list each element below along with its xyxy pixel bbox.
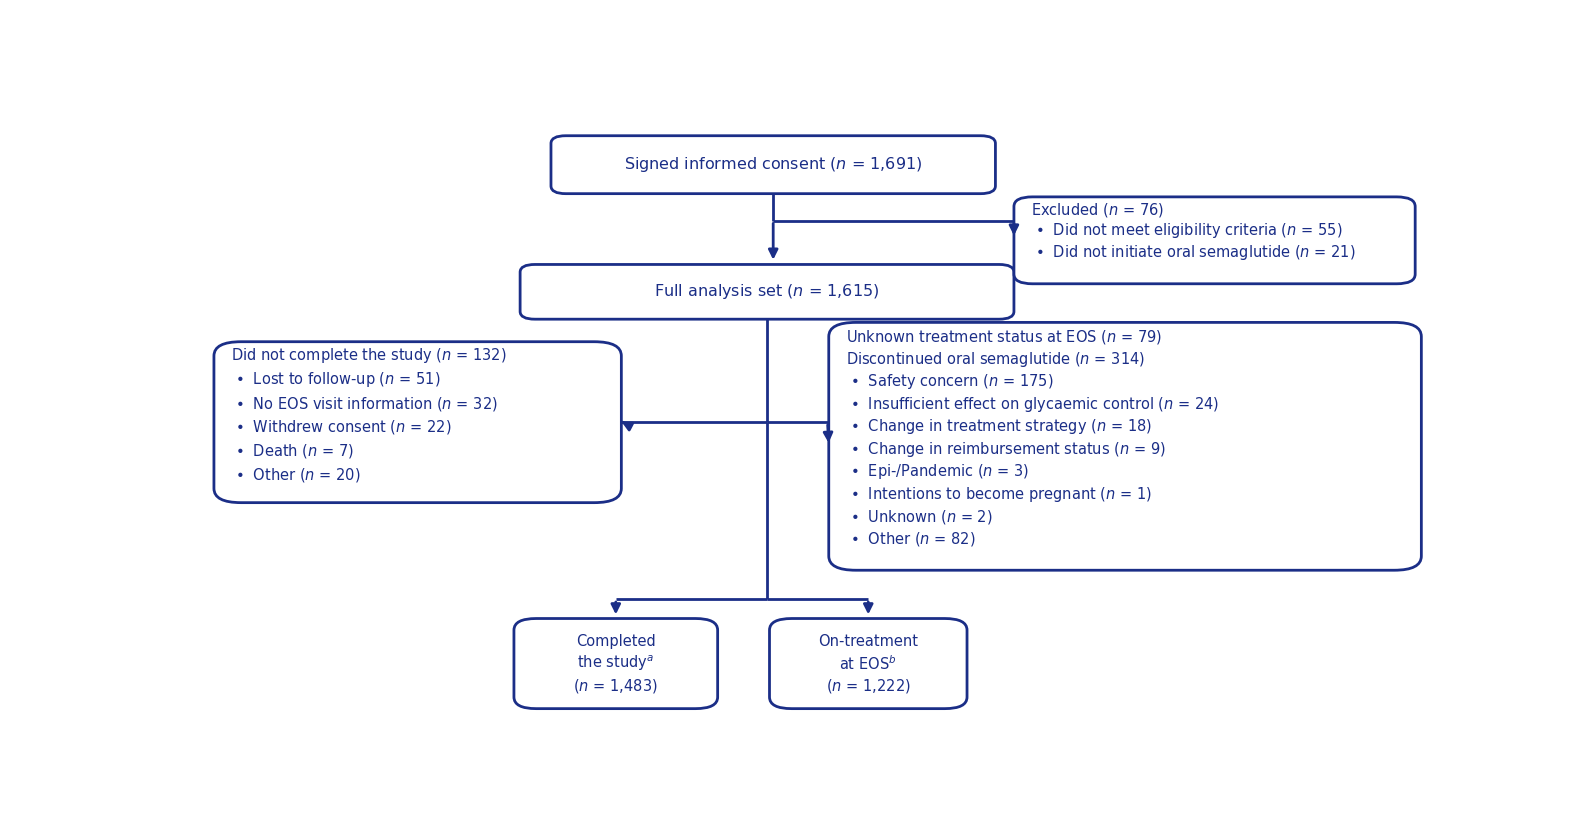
Text: ($n$ = 1,483): ($n$ = 1,483) — [573, 677, 658, 695]
Text: Did not complete the study ($n$ = 132): Did not complete the study ($n$ = 132) — [231, 346, 507, 365]
Text: On-treatment: On-treatment — [819, 634, 918, 649]
Text: •  Change in treatment strategy ($n$ = 18): • Change in treatment strategy ($n$ = 18… — [849, 417, 1152, 436]
Text: •  Insufficient effect on glycaemic control ($n$ = 24): • Insufficient effect on glycaemic contr… — [849, 395, 1219, 414]
FancyBboxPatch shape — [213, 342, 621, 502]
Text: the study$^a$: the study$^a$ — [577, 654, 655, 673]
Text: •  Death ($n$ = 7): • Death ($n$ = 7) — [234, 442, 354, 460]
Text: •  Did not meet eligibility criteria ($n$ = 55): • Did not meet eligibility criteria ($n$… — [1035, 222, 1343, 241]
Text: •  Epi-/Pandemic ($n$ = 3): • Epi-/Pandemic ($n$ = 3) — [849, 462, 1029, 482]
Text: ($n$ = 1,222): ($n$ = 1,222) — [825, 677, 911, 695]
Text: •  Lost to follow-up ($n$ = 51): • Lost to follow-up ($n$ = 51) — [234, 370, 440, 390]
FancyBboxPatch shape — [515, 619, 718, 709]
FancyBboxPatch shape — [551, 135, 996, 194]
Text: Unknown treatment status at EOS ($n$ = 79): Unknown treatment status at EOS ($n$ = 7… — [846, 328, 1161, 345]
Text: •  Intentions to become pregnant ($n$ = 1): • Intentions to become pregnant ($n$ = 1… — [849, 485, 1152, 504]
Text: •  Did not initiate oral semaglutide ($n$ = 21): • Did not initiate oral semaglutide ($n$… — [1035, 242, 1356, 262]
Text: •  Other ($n$ = 20): • Other ($n$ = 20) — [234, 466, 360, 484]
Text: Signed informed consent ($n$ = 1,691): Signed informed consent ($n$ = 1,691) — [624, 155, 922, 174]
Text: •  Unknown ($n$ = 2): • Unknown ($n$ = 2) — [849, 507, 992, 526]
FancyBboxPatch shape — [1015, 197, 1415, 283]
Text: Discontinued oral semaglutide ($n$ = 314): Discontinued oral semaglutide ($n$ = 314… — [846, 349, 1145, 369]
Text: •  No EOS visit information ($n$ = 32): • No EOS visit information ($n$ = 32) — [234, 395, 497, 412]
FancyBboxPatch shape — [769, 619, 967, 709]
Text: •  Other ($n$ = 82): • Other ($n$ = 82) — [849, 530, 975, 548]
FancyBboxPatch shape — [828, 323, 1421, 570]
FancyBboxPatch shape — [519, 264, 1015, 319]
Text: •  Safety concern ($n$ = 175): • Safety concern ($n$ = 175) — [849, 372, 1053, 391]
Text: •  Withdrew consent ($n$ = 22): • Withdrew consent ($n$ = 22) — [234, 418, 451, 436]
Text: Excluded ($n$ = 76): Excluded ($n$ = 76) — [1031, 201, 1164, 219]
Text: Completed: Completed — [577, 634, 656, 649]
Text: •  Change in reimbursement status ($n$ = 9): • Change in reimbursement status ($n$ = … — [849, 440, 1166, 459]
Text: Full analysis set ($n$ = 1,615): Full analysis set ($n$ = 1,615) — [655, 283, 879, 301]
Text: at EOS$^b$: at EOS$^b$ — [840, 655, 897, 673]
